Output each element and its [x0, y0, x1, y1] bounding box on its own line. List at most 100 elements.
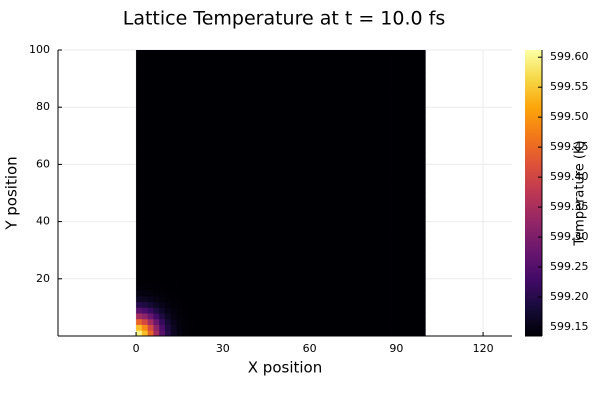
heatmap-cell — [292, 330, 299, 337]
heatmap-cell — [355, 67, 363, 74]
heatmap-cell — [263, 130, 270, 137]
heatmap-cell — [205, 130, 212, 137]
heatmap-cell — [355, 204, 363, 211]
heatmap-cell — [303, 273, 310, 280]
colorbar-tick-label: 599.45 — [550, 140, 589, 153]
heatmap-cell — [309, 290, 316, 297]
heatmap-cell — [332, 147, 339, 154]
heatmap-cell — [361, 278, 368, 285]
heatmap-cell — [280, 244, 287, 251]
heatmap-cell — [228, 284, 235, 291]
heatmap-cell — [159, 318, 166, 325]
heatmap-cell — [164, 101, 172, 108]
heatmap-cell — [280, 175, 287, 182]
heatmap-cell — [390, 215, 397, 222]
heatmap-cell — [147, 175, 154, 182]
heatmap-cell — [257, 250, 264, 257]
heatmap-cell — [263, 255, 270, 263]
heatmap-cell — [407, 227, 415, 234]
heatmap-cell — [188, 130, 195, 137]
heatmap-cell — [211, 124, 218, 131]
heatmap-cell — [413, 318, 420, 325]
heatmap-cell — [136, 90, 143, 97]
heatmap-cell — [321, 215, 328, 222]
heatmap-cell — [193, 95, 201, 102]
heatmap-cell — [136, 261, 143, 268]
heatmap-cell — [182, 135, 189, 142]
heatmap-cell — [193, 284, 201, 291]
heatmap-cell — [205, 78, 212, 85]
heatmap-cell — [136, 307, 143, 314]
heatmap-cell — [361, 175, 368, 182]
heatmap-cell — [164, 112, 172, 120]
heatmap-cell — [164, 244, 172, 251]
heatmap-cell — [298, 227, 305, 234]
heatmap-cell — [136, 210, 143, 217]
heatmap-cell — [298, 313, 305, 320]
heatmap-cell — [217, 170, 224, 177]
heatmap-cell — [170, 61, 177, 68]
heatmap-cell — [159, 238, 166, 245]
heatmap-cell — [332, 152, 339, 160]
heatmap-cell — [263, 141, 270, 148]
heatmap-cell — [153, 284, 160, 291]
heatmap-cell — [240, 273, 247, 280]
heatmap-cell — [332, 175, 339, 182]
heatmap-cell — [153, 130, 160, 137]
heatmap-cell — [205, 170, 212, 177]
heatmap-cell — [136, 238, 143, 245]
heatmap-cell — [274, 227, 282, 234]
heatmap-cell — [136, 107, 143, 114]
heatmap-cell — [205, 135, 212, 142]
heatmap-cell — [136, 278, 143, 285]
heatmap-cell — [240, 101, 247, 108]
heatmap-cell — [390, 261, 397, 268]
heatmap-cell — [309, 221, 316, 228]
heatmap-cell — [274, 204, 282, 211]
colorbar-segment — [525, 305, 542, 308]
heatmap-cell — [298, 107, 305, 114]
heatmap-cell — [222, 95, 230, 102]
heatmap-cell — [159, 250, 166, 257]
heatmap-cell — [286, 50, 293, 57]
heatmap-cell — [205, 215, 212, 222]
heatmap-cell — [263, 198, 270, 205]
heatmap-cell — [326, 313, 334, 320]
heatmap-cell — [303, 215, 310, 222]
heatmap-cell — [419, 130, 426, 137]
heatmap-cell — [367, 55, 374, 62]
heatmap-cell — [419, 158, 426, 165]
heatmap-cell — [245, 250, 253, 257]
heatmap-cell — [321, 187, 328, 194]
heatmap-cell — [367, 152, 374, 160]
heatmap-cell — [240, 141, 247, 148]
heatmap-cell — [419, 164, 426, 171]
heatmap-cell — [413, 61, 420, 68]
heatmap-cell — [321, 295, 328, 303]
heatmap-cell — [153, 210, 160, 217]
heatmap-cell — [222, 170, 230, 177]
heatmap-cell — [153, 204, 160, 211]
heatmap-cell — [136, 330, 143, 337]
heatmap-cell — [419, 295, 426, 303]
colorbar-segment — [525, 331, 542, 335]
heatmap-cell — [141, 244, 149, 251]
heatmap-cell — [373, 164, 380, 171]
heatmap-cell — [170, 255, 177, 263]
heatmap-cell — [188, 267, 195, 274]
heatmap-cell — [350, 107, 357, 114]
heatmap-cell — [413, 175, 420, 182]
heatmap-cell — [136, 221, 143, 228]
heatmap-cell — [402, 84, 409, 91]
heatmap-cell — [257, 55, 264, 62]
heatmap-cell — [228, 130, 235, 137]
heatmap-cell — [251, 238, 258, 245]
heatmap-cell — [263, 135, 270, 142]
heatmap-cell — [361, 255, 368, 263]
heatmap-cell — [413, 147, 420, 154]
heatmap-cell — [286, 164, 293, 171]
heatmap-cell — [280, 84, 287, 91]
heatmap-cell — [344, 95, 351, 102]
heatmap-cell — [211, 244, 218, 251]
heatmap-cell — [257, 330, 264, 337]
